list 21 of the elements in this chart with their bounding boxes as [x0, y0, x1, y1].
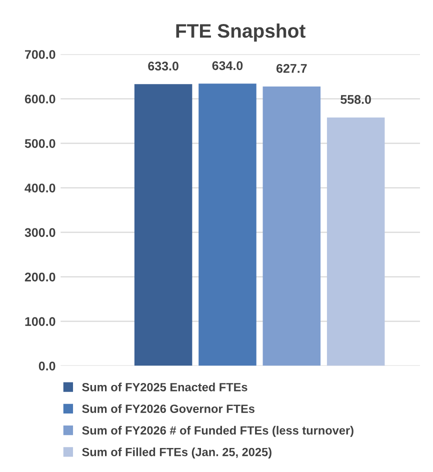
y-tick-label: 200.0 — [24, 272, 56, 282]
data-label: 633.0 — [148, 62, 178, 71]
data-label: 634.0 — [212, 61, 243, 70]
legend-label: Sum of FY2026 Governor FTEs — [82, 404, 254, 413]
bar — [326, 117, 385, 366]
y-tick-label: 300.0 — [24, 228, 56, 237]
y-tick-label: 500.0 — [24, 139, 56, 148]
legend-label: Sum of FY2026 # of Funded FTEs (less turnover) — [82, 426, 354, 437]
y-tick-label: 400.0 — [24, 184, 56, 192]
bar — [134, 84, 192, 366]
chart-title: FTE Snapshot — [176, 24, 306, 42]
y-tick-label: 0.0 — [38, 362, 56, 370]
bar — [262, 86, 321, 366]
data-label: 627.7 — [276, 64, 307, 73]
y-tick-label: 600.0 — [24, 94, 56, 104]
legend-label: Sum of FY2025 Enacted FTEs — [82, 382, 248, 392]
data-label: 558.0 — [340, 95, 371, 104]
bar — [198, 84, 256, 366]
y-tick-label: 100.0 — [25, 317, 56, 326]
y-tick-label: 700.0 — [25, 50, 56, 59]
legend-label: Sum of Filled FTEs (Jan. 25, 2025) — [82, 448, 272, 459]
